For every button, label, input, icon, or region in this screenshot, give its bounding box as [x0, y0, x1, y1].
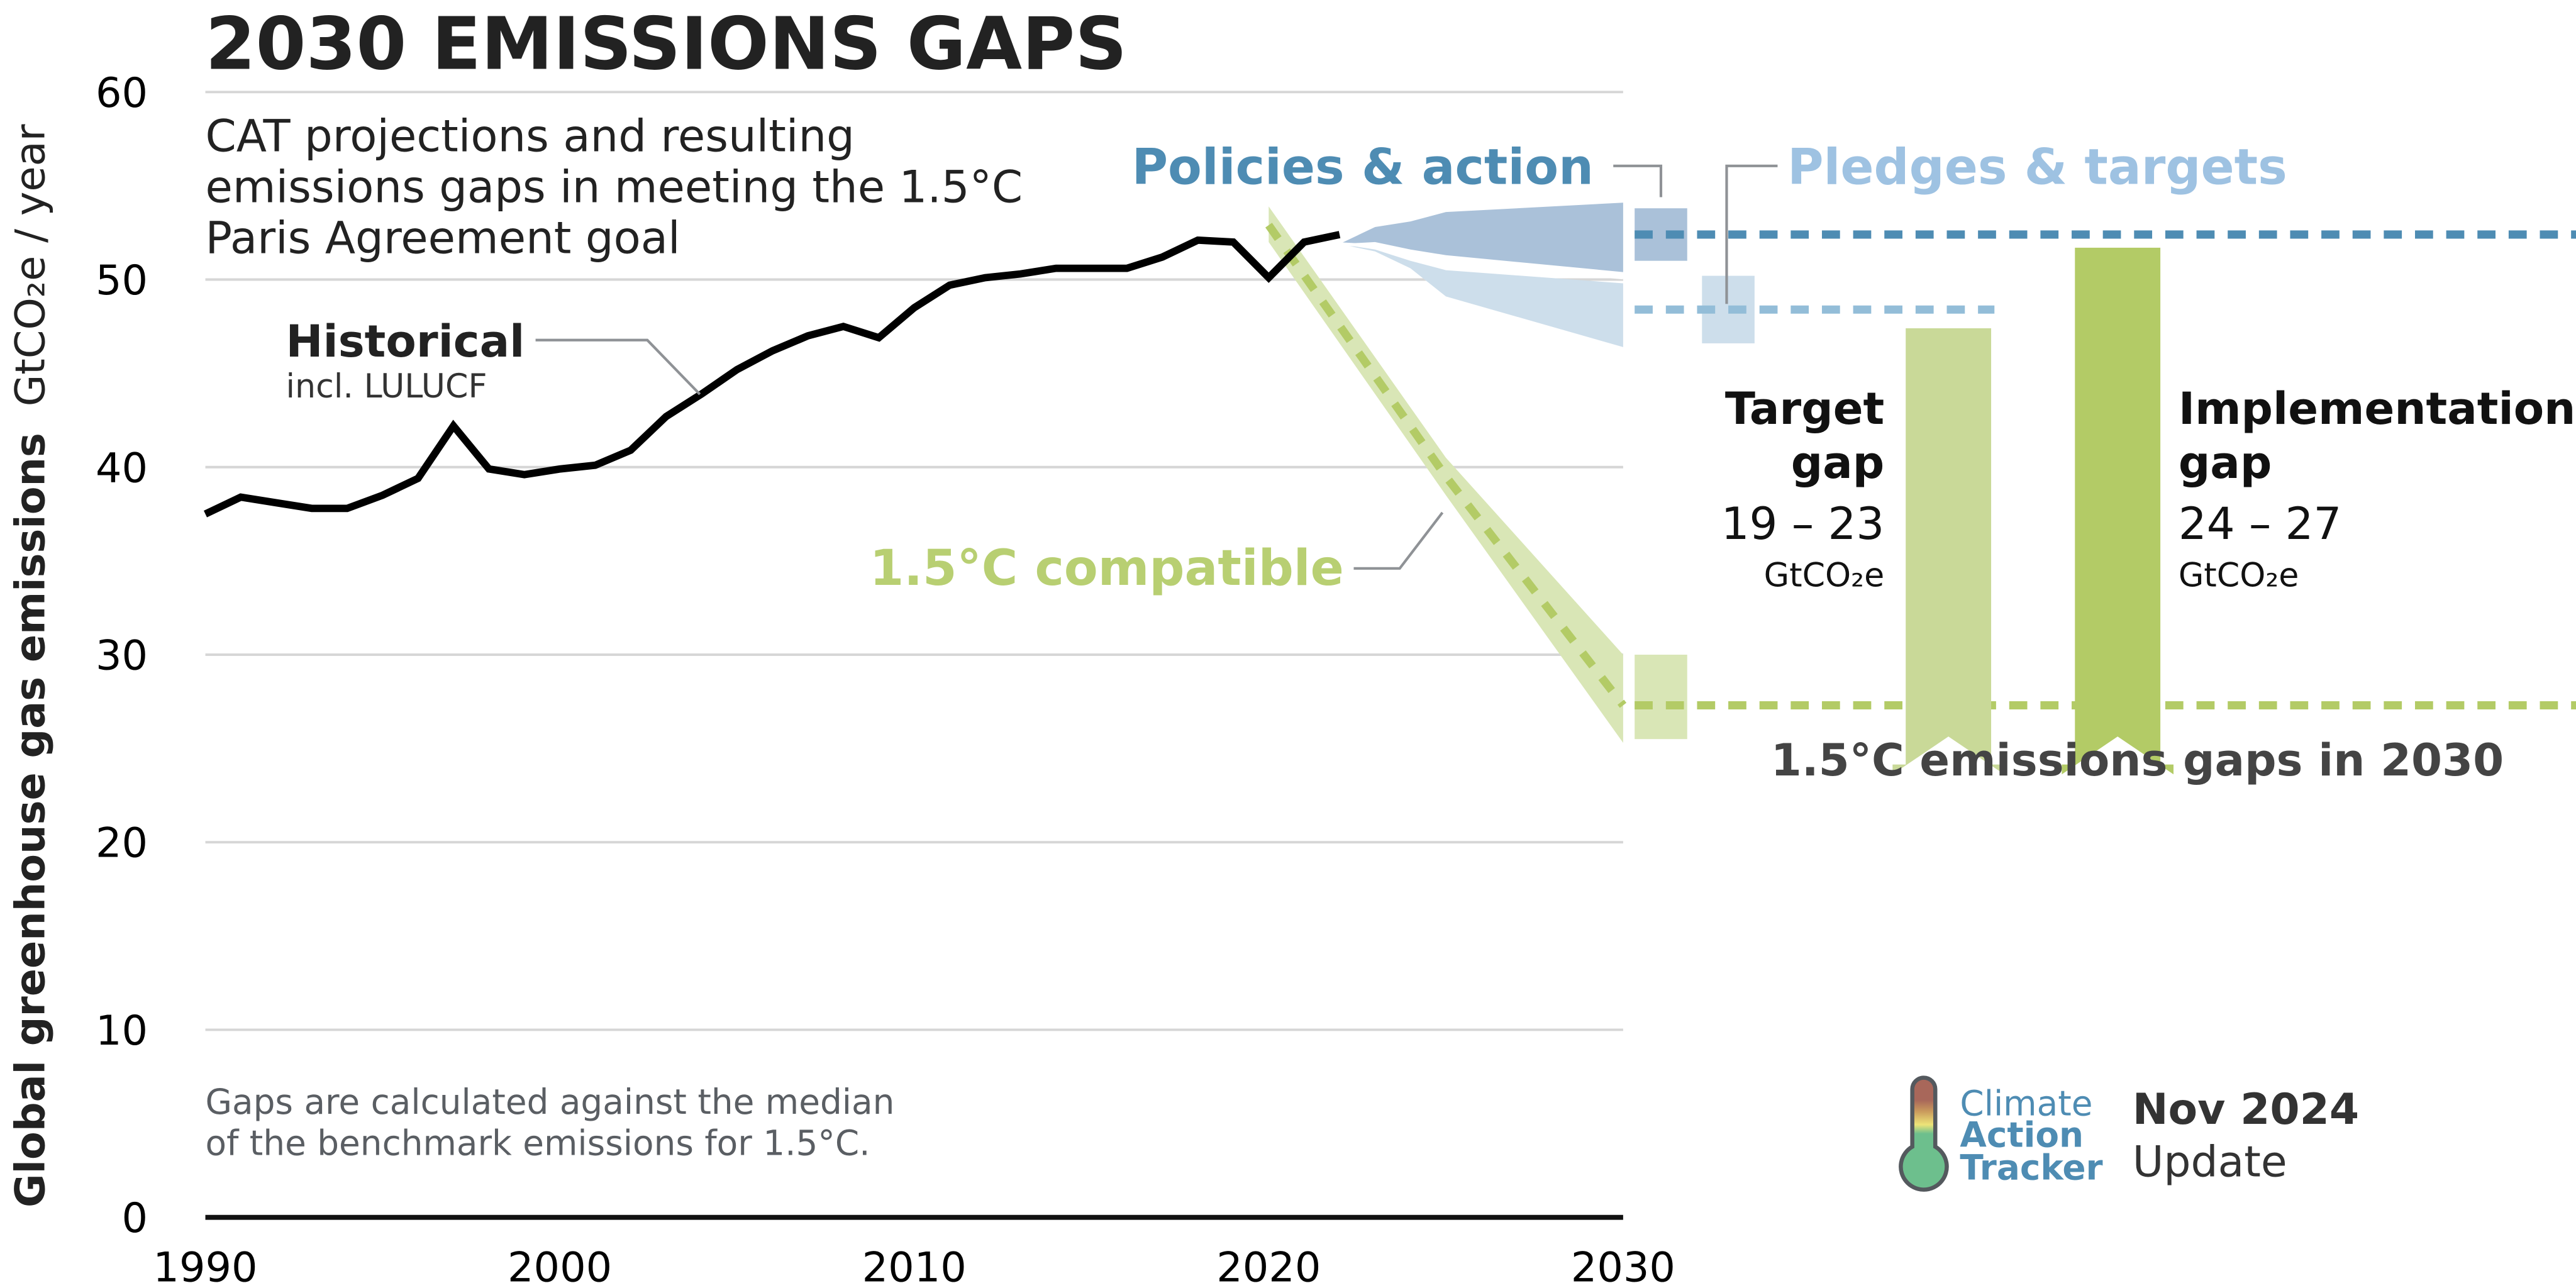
- policies-action-band: [1340, 203, 1623, 272]
- logo-text-action: Action: [1960, 1114, 2084, 1155]
- implementation-gap-unit: GtCO₂e: [2179, 557, 2299, 595]
- target-gap-title-line-1: Target: [1725, 383, 1884, 435]
- grid-lines: [205, 91, 1623, 1220]
- implementation-gap-title-line-1: Implementation: [2179, 383, 2576, 435]
- pledges-targets-band: [1340, 243, 1623, 347]
- compatible-1-5c-band: [1269, 206, 1623, 743]
- y-tick-label-60: 60: [96, 69, 148, 117]
- historical-sublabel: incl. LULUCF: [286, 368, 487, 406]
- chart-subtitle-line-1: CAT projections and resulting: [206, 110, 855, 162]
- target-gap-range: 19 – 23: [1721, 498, 1885, 550]
- target-gap-unit: GtCO₂e: [1764, 557, 1885, 595]
- chart-subtitle-line-3: Paris Agreement goal: [206, 212, 680, 264]
- update-label: Update: [2133, 1137, 2287, 1187]
- update-date: Nov 2024: [2133, 1085, 2359, 1135]
- policies-leader-line: [1613, 164, 1663, 197]
- band-separator: [1339, 242, 1624, 280]
- svg-text:Global greenhouse gas emission: Global greenhouse gas emissions GtCO₂e /…: [7, 124, 55, 1208]
- y-axis-label: Global greenhouse gas emissions: [7, 433, 55, 1208]
- y-tick-label-40: 40: [96, 444, 148, 492]
- logo-text-tracker: Tracker: [1960, 1148, 2102, 1188]
- historical-series: [204, 231, 1341, 518]
- implementation-gap-title-line-2: gap: [2179, 437, 2272, 489]
- x-tick-label-2000: 2000: [508, 1244, 612, 1288]
- y-tick-label-30: 30: [96, 631, 148, 679]
- x-axis-ticks: 1990 2000 2010 2020 2030: [153, 1244, 1675, 1288]
- compatible-1-5c-label: 1.5°C compatible: [870, 540, 1344, 597]
- historical-line: [204, 231, 1341, 518]
- projection-bands: [1265, 203, 1755, 743]
- gaps-caption: 1.5°C emissions gaps in 2030: [1771, 735, 2504, 786]
- historical-leader-line: [535, 338, 701, 396]
- y-tick-label-20: 20: [96, 819, 148, 867]
- x-tick-label-2010: 2010: [862, 1244, 967, 1288]
- footnote-line-2: of the benchmark emissions for 1.5°C.: [206, 1123, 870, 1163]
- compatible-1-5c-median-line: [1265, 223, 1627, 708]
- chart-subtitle-line-2: emissions gaps in meeting the 1.5°C: [206, 161, 1023, 213]
- y-tick-label-0: 0: [122, 1194, 148, 1242]
- logo-text-climate: Climate: [1960, 1084, 2092, 1124]
- thermometer-icon: [1899, 1075, 1949, 1192]
- pledges-leader-line: [1725, 164, 1778, 304]
- policies-action-label: Policies & action: [1132, 139, 1594, 196]
- implementation-gap-range: 24 – 27: [2179, 498, 2342, 550]
- gap-arrows: [1892, 247, 2174, 775]
- y-tick-label-50: 50: [96, 257, 148, 304]
- x-tick-label-2020: 2020: [1216, 1244, 1321, 1288]
- pledges-targets-label: Pledges & targets: [1787, 139, 2287, 196]
- target-gap-title-line-2: gap: [1791, 437, 1885, 489]
- y-axis-ticks: 0 10 20 30 40 50 60: [96, 69, 148, 1242]
- x-tick-label-1990: 1990: [153, 1244, 257, 1288]
- footnote-line-1: Gaps are calculated against the median: [206, 1082, 895, 1122]
- y-tick-label-10: 10: [96, 1007, 148, 1055]
- chart-title: 2030 EMISSIONS GAPS: [206, 3, 1128, 87]
- x-tick-label-2030: 2030: [1571, 1244, 1675, 1288]
- y-axis-unit: GtCO₂e / year: [7, 124, 55, 406]
- compatible-1-5c-2030-bar: [1635, 654, 1687, 740]
- historical-label: Historical: [286, 316, 525, 367]
- implementation-gap-arrow: [2062, 247, 2174, 775]
- target-gap-arrow: [1892, 328, 2004, 775]
- compatible-leader-line: [1353, 511, 1444, 570]
